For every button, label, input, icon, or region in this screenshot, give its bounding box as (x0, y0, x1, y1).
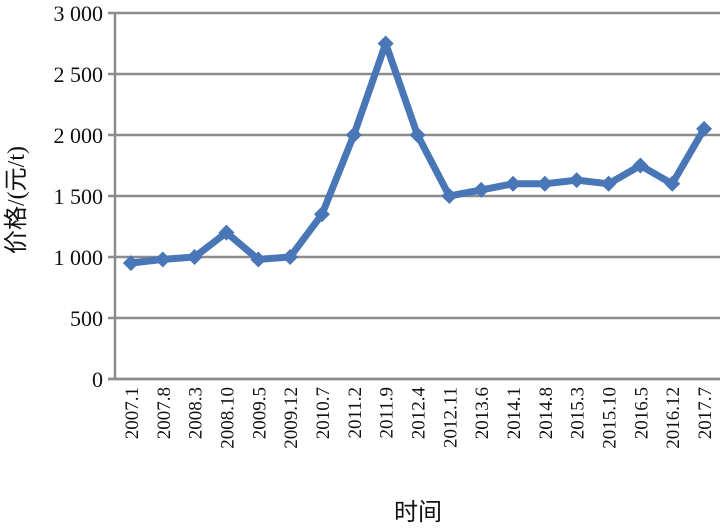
diamond-marker (250, 251, 267, 268)
diamond-marker (282, 249, 299, 265)
x-axis-title: 时间 (394, 499, 442, 526)
diamond-marker (568, 172, 585, 189)
x-tick-label: 2009.5 (249, 387, 270, 439)
diamond-marker (154, 251, 171, 268)
x-tick-label: 2014.1 (504, 387, 525, 439)
y-tick-label: 3 000 (54, 1, 104, 26)
x-tick-label: 2016.12 (663, 387, 684, 449)
diamond-marker (122, 255, 139, 272)
y-tick-label: 500 (70, 306, 103, 331)
diamond-marker (313, 206, 330, 223)
x-tick-label: 2011.2 (345, 387, 366, 439)
diamond-marker (186, 249, 203, 265)
x-tick-label: 2012.4 (409, 387, 430, 440)
x-tick-label: 2011.9 (377, 387, 398, 439)
x-tick-label: 2007.8 (154, 387, 175, 439)
x-tick-label: 2014.8 (536, 387, 557, 439)
x-tick-label: 2016.5 (631, 387, 652, 439)
x-tick-label: 2017.7 (695, 387, 716, 439)
x-tick-label: 2015.3 (568, 387, 589, 439)
diamond-marker (696, 120, 713, 137)
diamond-marker (473, 181, 490, 198)
diamond-marker (505, 175, 522, 192)
diamond-marker (664, 175, 681, 192)
diamond-marker (632, 157, 649, 174)
x-tick-label: 2015.10 (600, 387, 621, 449)
x-tick-label: 2008.3 (186, 387, 207, 439)
gridlines (108, 11, 720, 381)
y-tick-label: 1 500 (54, 184, 104, 209)
y-tick-label: 1 000 (54, 245, 104, 270)
price-line (130, 40, 708, 267)
y-axis-ticks: 0 500 1 000 1 500 2 000 2 500 3 000 (54, 1, 104, 392)
y-axis-title: 价格/(元/t) (3, 146, 30, 254)
diamond-marker (441, 188, 458, 204)
y-tick-label: 2 000 (54, 123, 104, 148)
x-tick-label: 2008.10 (217, 387, 238, 449)
diamond-marker (218, 224, 235, 241)
diamond-marker (600, 175, 617, 192)
y-tick-label: 2 500 (54, 62, 104, 87)
diamond-marker (377, 35, 394, 52)
x-tick-label: 2012.11 (440, 387, 461, 448)
diamond-marker (345, 127, 362, 143)
data-markers (122, 35, 713, 272)
x-tick-label: 2007.1 (122, 387, 143, 439)
x-tick-label: 2009.12 (281, 387, 302, 449)
diamond-marker (536, 175, 553, 192)
x-tick-label: 2010.7 (313, 387, 334, 439)
x-axis-ticks: 2007.1 2007.8 2008.3 2008.10 2009.5 2009.12 20… (122, 387, 716, 449)
diamond-marker (409, 127, 426, 143)
y-tick-label: 0 (92, 367, 103, 392)
x-tick-label: 2013.6 (472, 387, 493, 439)
